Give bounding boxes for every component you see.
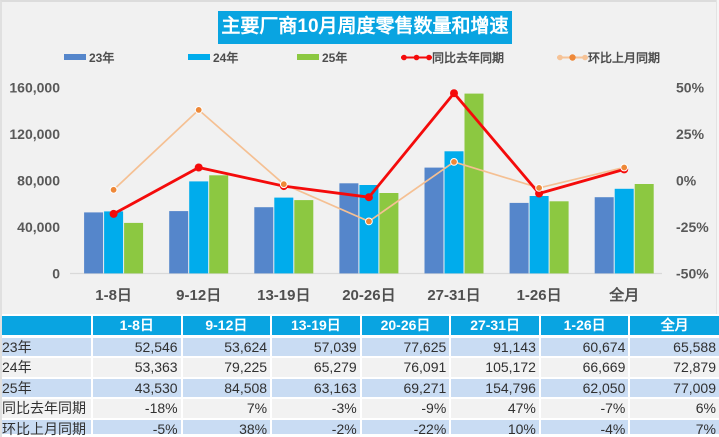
svg-text:9-12日: 9-12日 (176, 287, 221, 304)
svg-text:40,000: 40,000 (17, 219, 60, 235)
svg-text:25%: 25% (676, 126, 705, 142)
svg-text:80,000: 80,000 (17, 173, 60, 189)
svg-text:环比上月同期: 环比上月同期 (588, 50, 660, 65)
svg-text:0%: 0% (676, 173, 697, 189)
svg-text:13-19日: 13-19日 (257, 287, 310, 304)
svg-text:-50%: -50% (676, 265, 709, 281)
svg-text:50%: 50% (676, 80, 705, 96)
svg-text:24年: 24年 (213, 50, 238, 65)
svg-text:160,000: 160,000 (9, 80, 60, 96)
svg-text:全月: 全月 (608, 286, 639, 304)
svg-text:1-26日: 1-26日 (517, 287, 562, 304)
svg-text:同比去年同期: 同比去年同期 (432, 50, 504, 65)
svg-text:120,000: 120,000 (9, 126, 60, 142)
svg-text:0: 0 (52, 265, 60, 281)
svg-text:27-31日: 27-31日 (427, 287, 480, 304)
svg-text:-25%: -25% (676, 219, 709, 235)
svg-text:20-26日: 20-26日 (342, 287, 395, 304)
svg-text:23年: 23年 (89, 50, 114, 65)
svg-text:25年: 25年 (322, 50, 347, 65)
svg-text:1-8日: 1-8日 (95, 287, 132, 304)
